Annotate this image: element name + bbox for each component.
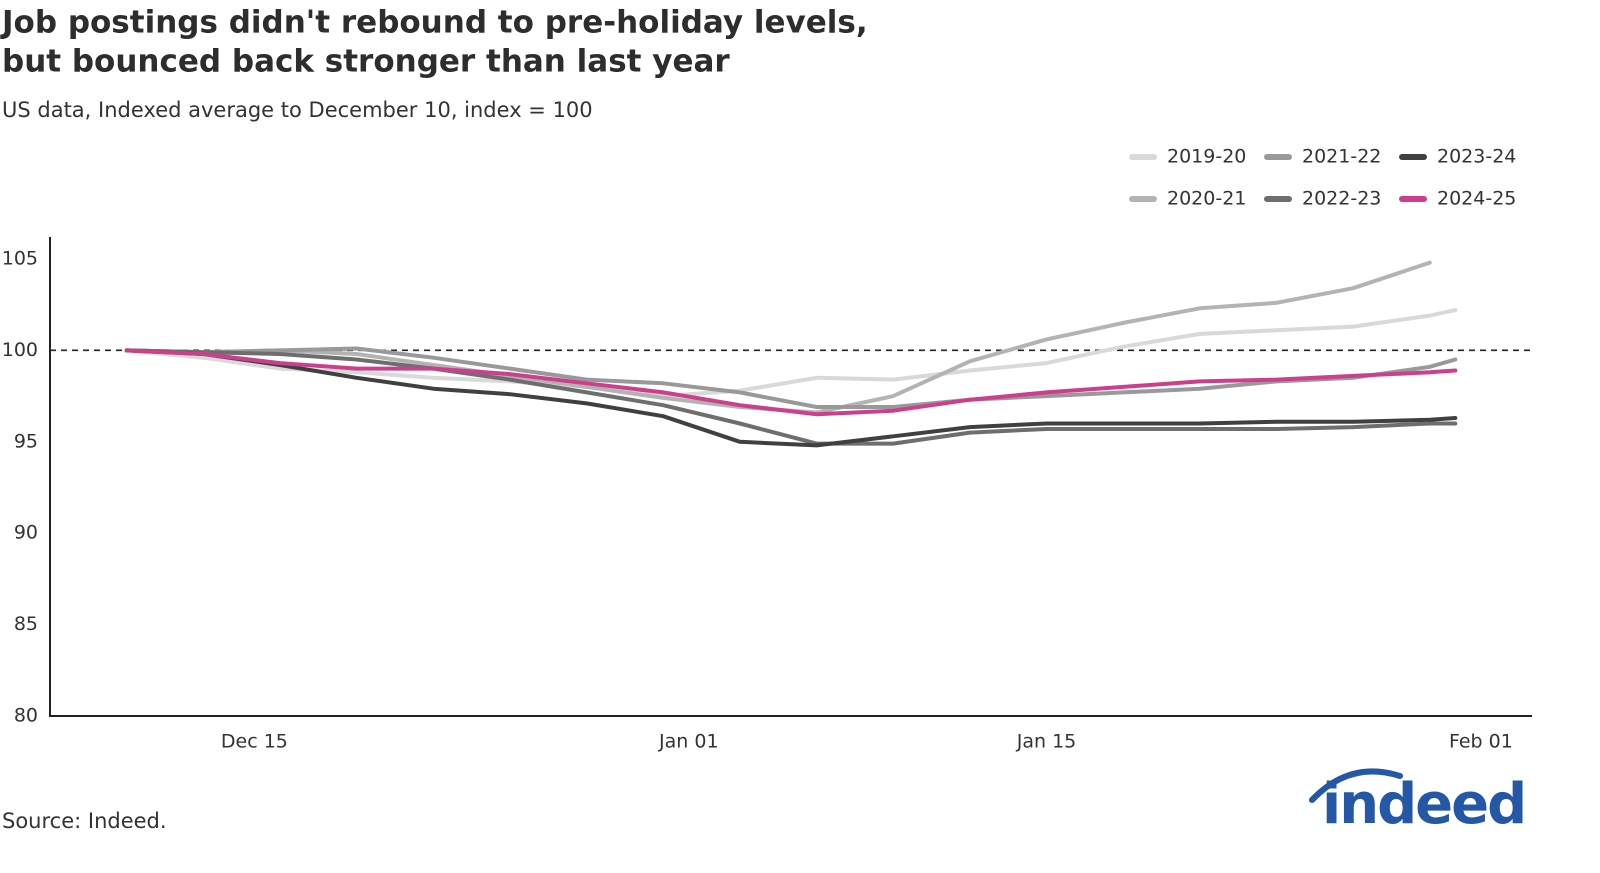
logo: indeed: [1309, 768, 1527, 837]
chart-title: Job postings didn't rebound to pre-holid…: [0, 5, 868, 41]
legend-label: 2023-24: [1437, 146, 1516, 168]
x-tick-label: Feb 01: [1449, 731, 1513, 753]
x-tick-label: Jan 01: [658, 731, 719, 753]
series-line: [124, 260, 1432, 415]
chart-title: but bounced back stronger than last year: [2, 44, 730, 80]
chart-subtitle: US data, Indexed average to December 10,…: [2, 98, 593, 122]
y-tick-label: 95: [14, 430, 38, 452]
y-tick-label: 80: [14, 705, 38, 727]
y-tick-label: 85: [14, 613, 38, 635]
y-tick-label: 105: [2, 247, 38, 269]
x-tick-label: Dec 15: [221, 731, 288, 753]
series-line: [124, 308, 1458, 399]
legend-label: 2022-23: [1302, 188, 1381, 210]
legend-label: 2020-21: [1167, 188, 1246, 210]
series-line: [124, 348, 1458, 446]
legend-label: 2019-20: [1167, 146, 1246, 168]
legend-label: 2021-22: [1302, 146, 1381, 168]
y-tick-label: 90: [14, 522, 38, 544]
source-note: Source: Indeed.: [2, 809, 167, 833]
logo-arc: [1309, 768, 1403, 803]
x-tick-label: Jan 15: [1016, 731, 1077, 753]
series-line: [124, 348, 1458, 417]
series-line: [124, 348, 1458, 448]
y-tick-label: 100: [2, 339, 38, 361]
legend-label: 2024-25: [1437, 188, 1516, 210]
logo-text: indeed: [1322, 772, 1525, 837]
